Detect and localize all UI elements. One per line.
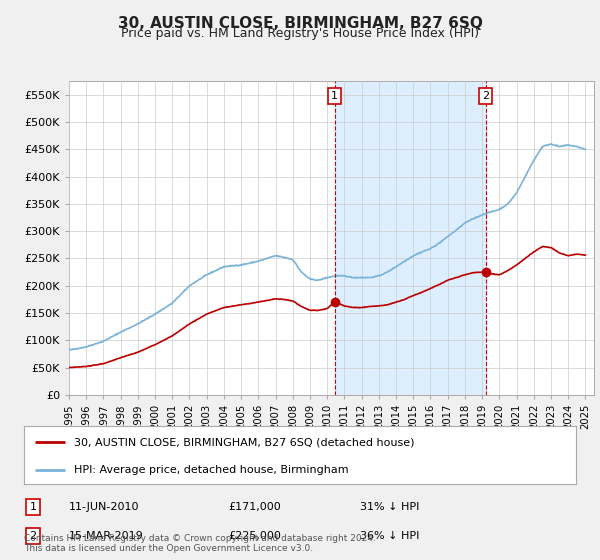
Text: 2: 2 [29,531,37,541]
Text: Contains HM Land Registry data © Crown copyright and database right 2024.
This d: Contains HM Land Registry data © Crown c… [24,534,376,553]
Text: £225,000: £225,000 [228,531,281,541]
Text: 1: 1 [29,502,37,512]
Text: 30, AUSTIN CLOSE, BIRMINGHAM, B27 6SQ (detached house): 30, AUSTIN CLOSE, BIRMINGHAM, B27 6SQ (d… [74,437,414,447]
Text: HPI: Average price, detached house, Birmingham: HPI: Average price, detached house, Birm… [74,465,349,475]
Bar [335,81,486,395]
Text: 31% ↓ HPI: 31% ↓ HPI [360,502,419,512]
Text: 11-JUN-2010: 11-JUN-2010 [69,502,139,512]
Text: £171,000: £171,000 [228,502,281,512]
Text: Price paid vs. HM Land Registry's House Price Index (HPI): Price paid vs. HM Land Registry's House … [121,27,479,40]
Text: 15-MAR-2019: 15-MAR-2019 [69,531,144,541]
Text: 30, AUSTIN CLOSE, BIRMINGHAM, B27 6SQ: 30, AUSTIN CLOSE, BIRMINGHAM, B27 6SQ [118,16,482,31]
Text: 36% ↓ HPI: 36% ↓ HPI [360,531,419,541]
Text: 1: 1 [331,91,338,101]
Text: 2: 2 [482,91,489,101]
